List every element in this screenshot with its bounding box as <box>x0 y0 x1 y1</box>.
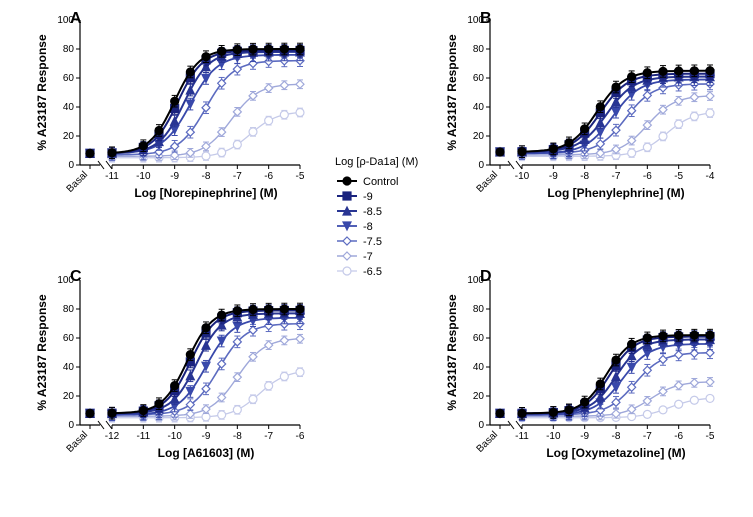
svg-text:-6: -6 <box>264 171 273 182</box>
svg-text:20: 20 <box>63 131 75 142</box>
svg-text:% A23187 Response: % A23187 Response <box>445 34 459 151</box>
svg-text:-7: -7 <box>233 171 242 182</box>
chart-c: 020406080100% A23187 Response-12-11-10-9… <box>20 265 320 465</box>
panel-b: 020406080100% A23187 Response-10-9-8-7-6… <box>430 5 730 235</box>
svg-text:-11: -11 <box>515 431 529 442</box>
legend-item-n75: -7.5 <box>363 236 382 248</box>
svg-text:40: 40 <box>63 362 75 373</box>
svg-text:-7: -7 <box>643 431 652 442</box>
svg-text:20: 20 <box>63 391 75 402</box>
legend-item-n7: -7 <box>363 251 373 263</box>
chart-b: 020406080100% A23187 Response-10-9-8-7-6… <box>430 5 730 205</box>
svg-text:0: 0 <box>478 420 484 431</box>
svg-text:-10: -10 <box>546 431 561 442</box>
legend-item-n8: -8 <box>363 221 373 233</box>
legend-item-n9: -9 <box>363 191 373 203</box>
svg-text:80: 80 <box>63 44 75 55</box>
svg-text:-6: -6 <box>643 171 652 182</box>
panel-a: 020406080100% A23187 Response-11-10-9-8-… <box>20 5 320 235</box>
svg-text:-11: -11 <box>105 171 119 182</box>
svg-text:0: 0 <box>478 160 484 171</box>
svg-text:40: 40 <box>473 362 485 373</box>
svg-text:80: 80 <box>473 304 485 315</box>
svg-text:-5: -5 <box>706 431 715 442</box>
svg-text:-4: -4 <box>706 171 715 182</box>
svg-text:% A23187 Response: % A23187 Response <box>35 34 49 151</box>
legend-item-control: Control <box>363 176 398 188</box>
svg-text:20: 20 <box>473 391 485 402</box>
svg-text:80: 80 <box>473 44 485 55</box>
svg-text:80: 80 <box>63 304 75 315</box>
panel-d: 020406080100% A23187 Response-11-10-9-8-… <box>430 265 730 495</box>
legend-item-n85: -8.5 <box>363 206 382 218</box>
svg-text:0: 0 <box>68 420 74 431</box>
svg-text:-11: -11 <box>136 431 150 442</box>
svg-text:40: 40 <box>63 102 75 113</box>
svg-text:-8: -8 <box>233 431 242 442</box>
svg-text:Basal: Basal <box>65 169 90 194</box>
svg-text:-8: -8 <box>612 431 621 442</box>
svg-text:Log [ρ-Da1a] (M): Log [ρ-Da1a] (M) <box>335 156 418 168</box>
svg-text:-12: -12 <box>105 431 120 442</box>
svg-text:-9: -9 <box>549 171 558 182</box>
svg-text:-6: -6 <box>296 431 305 442</box>
chart-d: 020406080100% A23187 Response-11-10-9-8-… <box>430 265 730 465</box>
svg-text:Log [A61603] (M): Log [A61603] (M) <box>158 446 255 460</box>
chart-a: 020406080100% A23187 Response-11-10-9-8-… <box>20 5 320 205</box>
svg-text:-7: -7 <box>264 431 273 442</box>
svg-text:-8: -8 <box>580 171 589 182</box>
panel-label-d: D <box>480 268 492 286</box>
svg-text:Basal: Basal <box>475 169 500 194</box>
svg-text:Basal: Basal <box>475 429 500 454</box>
svg-text:Log [Oxymetazoline] (M): Log [Oxymetazoline] (M) <box>546 446 685 460</box>
panel-label-c: C <box>70 268 82 286</box>
svg-text:Log [Norepinephrine] (M): Log [Norepinephrine] (M) <box>134 186 277 200</box>
svg-text:60: 60 <box>63 73 75 84</box>
legend-item-n65: -6.5 <box>363 266 382 278</box>
svg-text:% A23187 Response: % A23187 Response <box>35 294 49 411</box>
svg-text:Basal: Basal <box>65 429 90 454</box>
svg-text:-10: -10 <box>136 171 151 182</box>
panel-c: 020406080100% A23187 Response-12-11-10-9… <box>20 265 320 495</box>
panel-label-a: A <box>70 10 82 28</box>
svg-text:-9: -9 <box>170 171 179 182</box>
svg-text:-5: -5 <box>296 171 305 182</box>
svg-text:60: 60 <box>63 333 75 344</box>
svg-text:-10: -10 <box>515 171 530 182</box>
legend: Log [ρ-Da1a] (M) Control -9 -8.5 -8 -7.5 -7 -6.… <box>335 155 425 285</box>
svg-text:0: 0 <box>68 160 74 171</box>
svg-text:60: 60 <box>473 73 485 84</box>
svg-text:40: 40 <box>473 102 485 113</box>
panel-label-b: B <box>480 10 492 28</box>
svg-text:% A23187 Response: % A23187 Response <box>445 294 459 411</box>
svg-text:-6: -6 <box>674 431 683 442</box>
svg-text:60: 60 <box>473 333 485 344</box>
svg-text:-9: -9 <box>580 431 589 442</box>
svg-text:20: 20 <box>473 131 485 142</box>
svg-text:-9: -9 <box>202 431 211 442</box>
svg-text:-5: -5 <box>674 171 683 182</box>
svg-text:-7: -7 <box>612 171 621 182</box>
svg-text:Log [Phenylephrine] (M): Log [Phenylephrine] (M) <box>547 186 684 200</box>
svg-text:-10: -10 <box>167 431 182 442</box>
svg-text:-8: -8 <box>202 171 211 182</box>
